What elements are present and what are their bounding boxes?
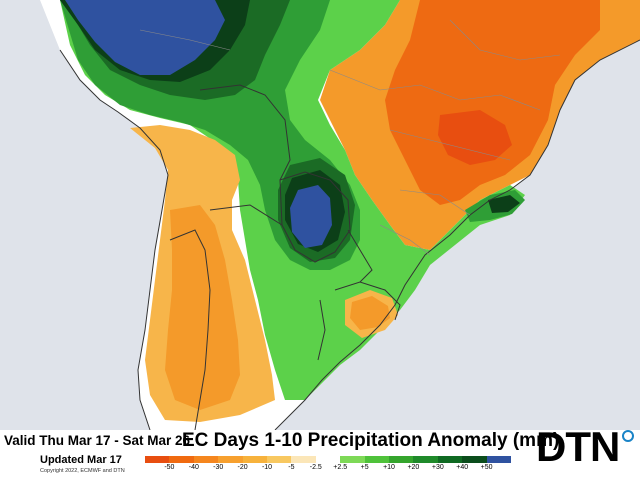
legend-label: -40	[188, 464, 199, 471]
border-brazil-argentina	[347, 229, 373, 283]
legend-label: -5	[288, 464, 295, 471]
dry-anomaly-west-core	[165, 205, 240, 410]
state-line-3	[399, 189, 471, 216]
border-andes	[169, 229, 211, 430]
dry-anomaly-uruguay-core	[350, 296, 390, 330]
legend-swatch	[389, 456, 414, 463]
legend-swatch	[340, 456, 365, 463]
legend-swatch	[413, 456, 438, 463]
legend-swatch	[145, 456, 170, 463]
legend-color-bar	[145, 456, 512, 463]
legend-swatch	[242, 456, 268, 463]
precipitation-anomaly-map	[40, 0, 640, 430]
legend-swatch	[193, 456, 219, 463]
legend-label: +30	[431, 464, 444, 471]
legend-label: +2.5	[333, 464, 348, 471]
legend-swatch	[267, 456, 292, 463]
coastline-west	[59, 49, 169, 430]
border-bolivia	[199, 84, 291, 181]
wet-anomaly-north-blue	[65, 0, 225, 75]
legend-label: -20	[237, 464, 248, 471]
border-paraguay	[279, 171, 351, 263]
country-borders	[59, 39, 640, 430]
legend-swatch	[486, 456, 512, 463]
legend-swatch	[169, 456, 194, 463]
border-uruguay	[334, 281, 401, 321]
state-line-1	[329, 69, 541, 111]
copyright: Copyright 2022, ECMWF and DTN	[40, 468, 125, 474]
legend-swatch	[218, 456, 243, 463]
legend-swatch	[315, 456, 341, 463]
legend-label: +40	[456, 464, 469, 471]
legend-labels: -50 -40 -30 -20 -10 -5 -2.5 +2.5 +5 +10 +20 +30 +40 +…	[145, 464, 511, 474]
legend-label: +20	[407, 464, 420, 471]
map-title: EC Days 1-10 Precipitation Anomaly (mm)	[182, 430, 560, 451]
legend-label: -50	[164, 464, 175, 471]
dry-anomaly-east-deep	[438, 110, 512, 165]
logo-ring-icon	[622, 430, 634, 442]
coastline-east	[274, 39, 640, 430]
dtn-logo: DTN	[536, 423, 620, 470]
valid-period: Valid Thu Mar 17 - Sat Mar 26	[4, 433, 191, 448]
legend-label: -10	[261, 464, 273, 471]
state-line-4	[449, 19, 561, 61]
state-line-6	[139, 29, 231, 51]
legend-label: -30	[213, 464, 224, 471]
state-line-5	[379, 224, 431, 256]
wet-anomaly-center-blue	[290, 185, 332, 248]
legend-label: +50	[480, 464, 493, 471]
map-footer: Valid Thu Mar 17 - Sat Mar 26 Updated Ma…	[0, 430, 640, 480]
state-line-2	[389, 129, 511, 161]
wet-anomaly-coast-dark	[488, 195, 520, 213]
legend-swatch	[437, 456, 463, 463]
dry-anomaly-east-core	[385, 0, 600, 205]
updated-date: Updated Mar 17	[40, 454, 122, 466]
state-borders	[139, 19, 561, 256]
legend-swatch	[364, 456, 390, 463]
legend-label: -2.5	[309, 464, 322, 471]
border-argentina-north	[209, 204, 283, 226]
legend-label: +10	[383, 464, 395, 471]
legend-label: +5	[360, 464, 369, 471]
legend-swatch	[462, 456, 487, 463]
legend-swatch	[291, 456, 316, 463]
border-river	[317, 299, 326, 361]
